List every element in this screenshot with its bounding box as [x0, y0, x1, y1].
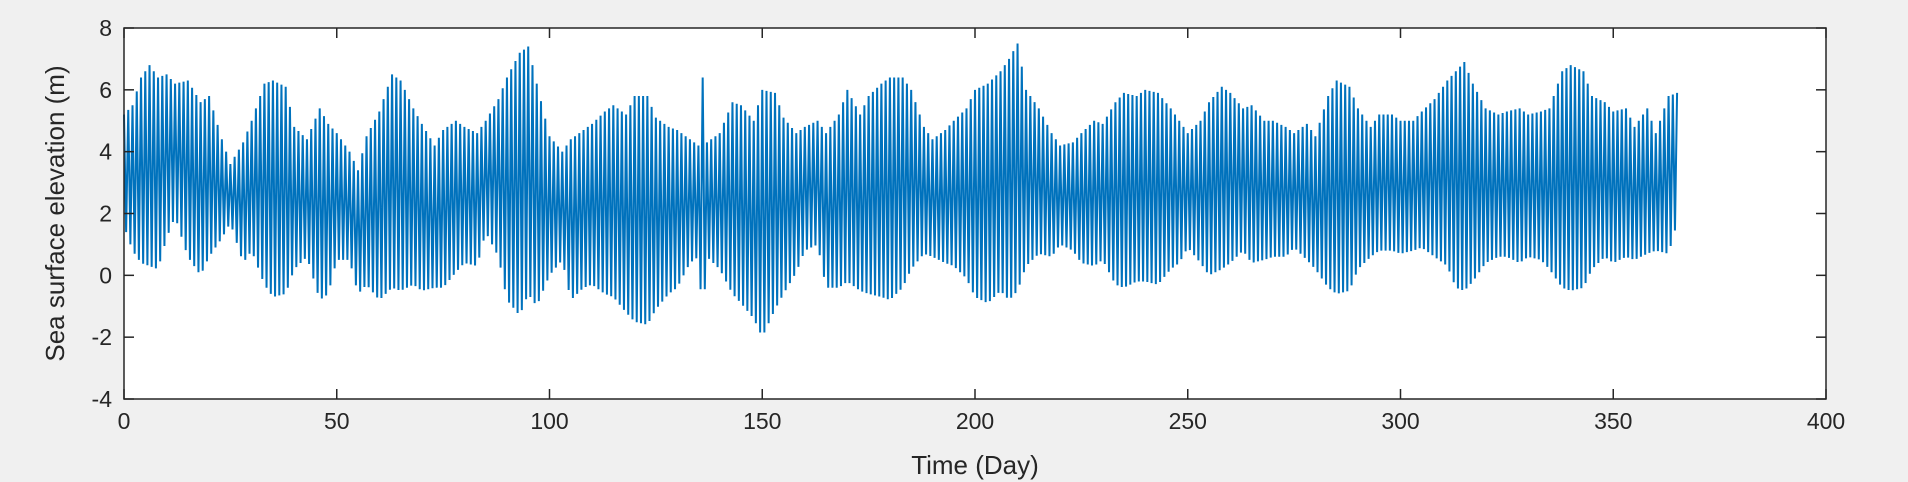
- x-tick-label: 300: [1381, 408, 1419, 434]
- y-tick-label: 0: [99, 262, 112, 288]
- y-tick-label: 6: [99, 77, 112, 103]
- x-tick-label: 150: [743, 408, 781, 434]
- x-tick-label: 200: [956, 408, 994, 434]
- y-tick-label: 2: [99, 201, 112, 227]
- x-tick-label: 50: [324, 408, 350, 434]
- sea-surface-elevation-series-line: [123, 43, 1679, 333]
- x-tick-label: 350: [1594, 408, 1632, 434]
- y-tick-label: 8: [99, 15, 112, 41]
- y-tick-label: 4: [99, 139, 112, 165]
- x-tick-label: 0: [118, 408, 131, 434]
- x-axis-title: Time (Day): [911, 450, 1039, 480]
- y-tick-label: -2: [92, 324, 112, 350]
- y-tick-label: -4: [92, 386, 113, 412]
- x-tick-label: 100: [530, 408, 568, 434]
- x-axis: 0 50 100 150 200 250 300 350 400: [118, 28, 1845, 434]
- y-axis: -4 -2 0 2 4 6 8: [92, 15, 1826, 412]
- y-axis-title: Sea surface elevation (m): [40, 65, 70, 361]
- series-layer: [123, 43, 1679, 333]
- x-tick-label: 400: [1807, 408, 1845, 434]
- x-tick-label: 250: [1169, 408, 1207, 434]
